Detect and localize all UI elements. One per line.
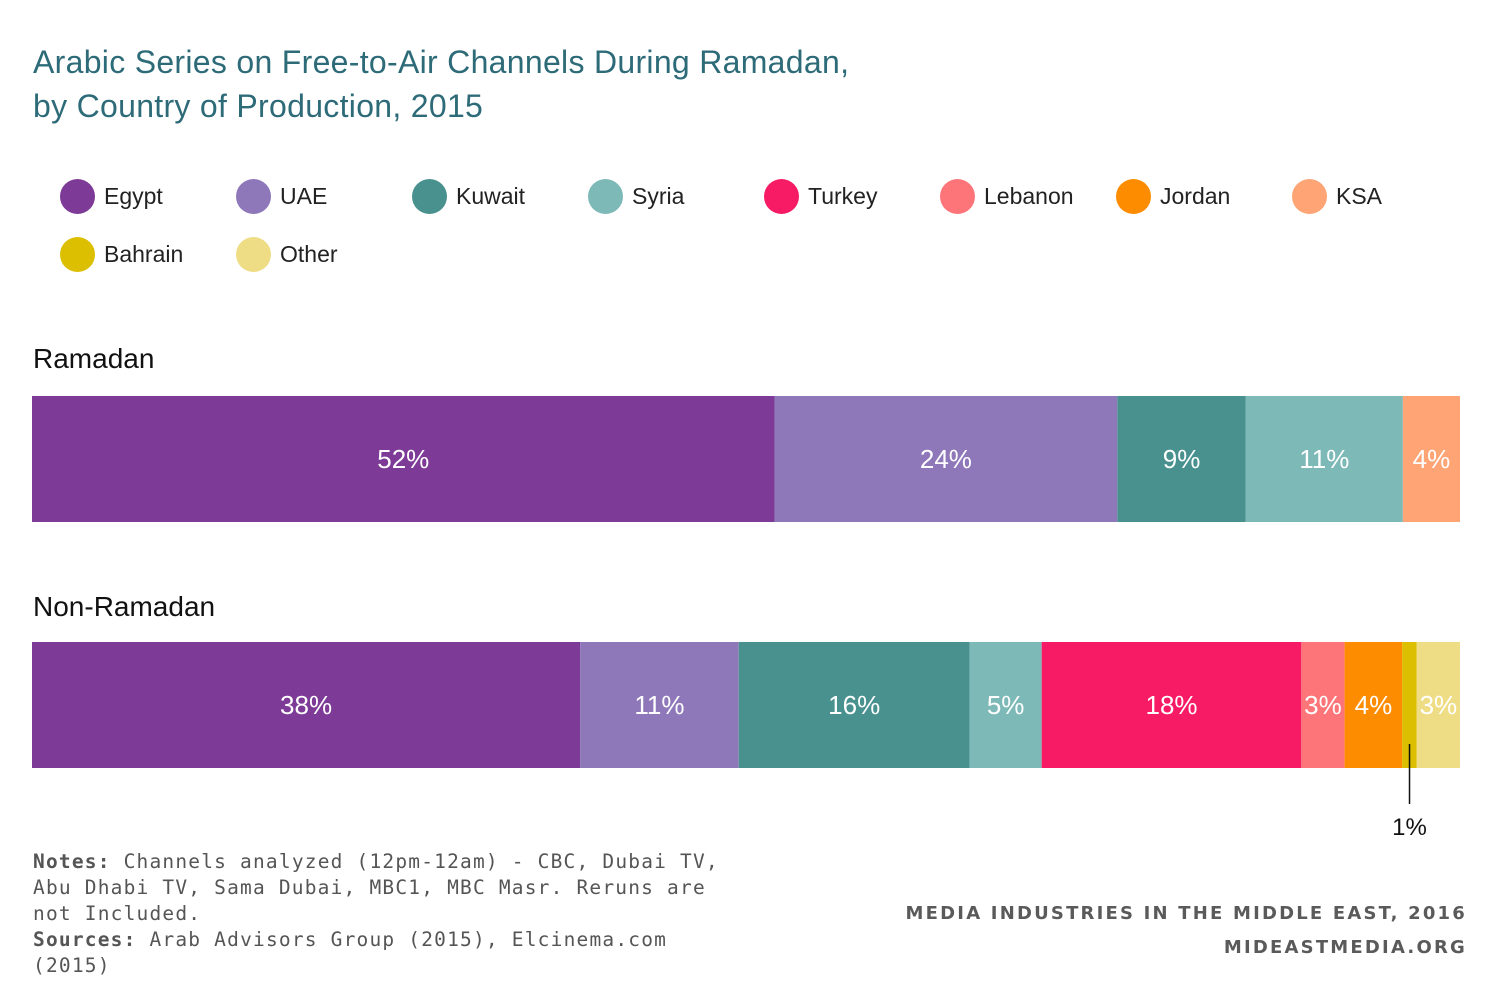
bar-segment-ramadan-kuwait <box>1117 396 1246 522</box>
bar-label-non-ramadan-jordan: 4% <box>1355 690 1393 720</box>
bar-segment-non-ramadan-uae <box>580 642 739 768</box>
legend-label-ksa: KSA <box>1336 182 1383 209</box>
legend-swatch-uae <box>236 178 271 214</box>
bar-segment-non-ramadan-lebanon <box>1301 642 1345 768</box>
legend-label-egypt: Egypt <box>104 182 163 209</box>
bar-label-non-ramadan-turkey: 18% <box>1145 690 1197 720</box>
legend-item-syria: Syria <box>588 176 684 216</box>
callout-label-bahrain: 1% <box>1392 814 1427 841</box>
legend-label-other: Other <box>280 240 338 267</box>
legend-item-ksa: KSA <box>1292 176 1382 216</box>
credit-publication: MEDIA INDUSTRIES IN THE MIDDLE EAST, 201… <box>905 903 1467 924</box>
bar-label-ramadan-syria: 11% <box>1299 444 1349 474</box>
bar-segment-ramadan-egypt <box>32 396 775 522</box>
legend-item-egypt: Egypt <box>60 176 163 216</box>
chart-title-line-1: Arabic Series on Free-to-Air Channels Du… <box>33 44 850 80</box>
legend-label-turkey: Turkey <box>808 182 878 209</box>
credit-website: MIDEASTMEDIA.ORG <box>1223 937 1467 958</box>
legend-item-jordan: Jordan <box>1116 176 1230 216</box>
legend-label-jordan: Jordan <box>1160 182 1231 209</box>
legend-label-syria: Syria <box>632 182 685 209</box>
legend-swatch-bahrain <box>60 236 95 272</box>
legend-label-kuwait: Kuwait <box>456 182 526 209</box>
notes-label: Notes: <box>33 850 111 873</box>
legend-swatch-ksa <box>1292 178 1327 214</box>
bar-label-ramadan-ksa: 4% <box>1413 444 1451 474</box>
legend-item-uae: UAE <box>236 176 327 216</box>
legend-swatch-other <box>236 236 271 272</box>
chart-title-line-2: by Country of Production, 2015 <box>33 88 484 124</box>
legend-item-kuwait: Kuwait <box>412 176 525 216</box>
notes-text: Channels analyzed (12pm-12am) - CBC, Dub… <box>33 850 719 925</box>
legend-swatch-lebanon <box>940 178 975 214</box>
chart-title: Arabic Series on Free-to-Air Channels Du… <box>33 40 1133 128</box>
bar-segment-ramadan-syria <box>1245 396 1403 522</box>
bar-segment-non-ramadan-turkey <box>1041 642 1302 768</box>
category-label-ramadan: Ramadan <box>33 343 155 374</box>
bar-label-ramadan-kuwait: 9% <box>1163 444 1201 474</box>
bar-label-non-ramadan-egypt: 38% <box>280 690 332 720</box>
legend-item-other: Other <box>236 234 338 274</box>
legend-label-bahrain: Bahrain <box>104 240 184 267</box>
category-label-non-ramadan: Non-Ramadan <box>33 591 216 622</box>
legend-label-uae: UAE <box>280 182 328 209</box>
bar-label-ramadan-uae: 24% <box>920 444 972 474</box>
sources-label: Sources: <box>33 928 137 951</box>
bar-segment-non-ramadan-syria <box>969 642 1042 768</box>
bar-segment-ramadan-uae <box>774 396 1118 522</box>
bar-label-ramadan-egypt: 52% <box>377 444 429 474</box>
bar-label-non-ramadan-lebanon: 3% <box>1304 690 1342 720</box>
legend-swatch-turkey <box>764 178 799 214</box>
bar-segment-non-ramadan-kuwait <box>738 642 970 768</box>
bar-segment-ramadan-ksa <box>1402 396 1460 522</box>
bar-segment-non-ramadan-egypt <box>32 642 581 768</box>
legend-label-lebanon: Lebanon <box>984 182 1074 209</box>
bar-segment-non-ramadan-jordan <box>1344 642 1403 768</box>
bar-label-non-ramadan-other: 3% <box>1420 690 1458 720</box>
legend-item-turkey: Turkey <box>764 176 877 216</box>
sources-text: Arab Advisors Group (2015), Elcinema.com… <box>33 928 668 977</box>
bar-label-non-ramadan-syria: 5% <box>987 690 1025 720</box>
legend-swatch-syria <box>588 178 623 214</box>
legend-swatch-jordan <box>1116 178 1151 214</box>
bar-segment-non-ramadan-other <box>1416 642 1460 768</box>
legend-item-lebanon: Lebanon <box>940 176 1074 216</box>
bar-segment-non-ramadan-bahrain <box>1402 642 1417 768</box>
legend-swatch-kuwait <box>412 178 447 214</box>
bar-label-non-ramadan-uae: 11% <box>634 690 684 720</box>
bar-label-non-ramadan-kuwait: 16% <box>828 690 880 720</box>
notes-block: Notes: Channels analyzed (12pm-12am) - C… <box>33 849 733 979</box>
legend-swatch-egypt <box>60 178 95 214</box>
legend-item-bahrain: Bahrain <box>60 234 183 274</box>
